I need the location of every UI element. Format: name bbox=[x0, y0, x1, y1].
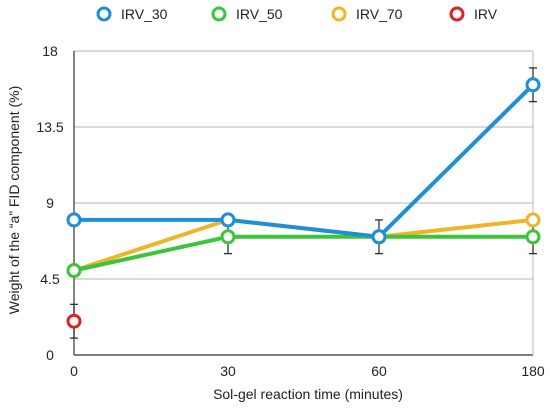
x-tick-labels: 0 30 60 180 bbox=[70, 363, 545, 379]
legend-label-irv-30: IRV_30 bbox=[121, 6, 168, 22]
y-tick-label: 0 bbox=[46, 347, 54, 363]
point-irv-50-180 bbox=[525, 229, 541, 245]
y-axis-label: Weight of the “a” FID component (%) bbox=[6, 86, 22, 315]
gridlines bbox=[74, 50, 533, 280]
legend-label-irv: IRV bbox=[474, 6, 498, 22]
legend-marker-irv-70 bbox=[331, 6, 347, 22]
y-tick-label: 4.5 bbox=[40, 271, 60, 287]
y-tick-labels: 0 4.5 9 13.5 18 bbox=[36, 43, 63, 363]
series-lines bbox=[72, 82, 535, 273]
legend-label-irv-70: IRV_70 bbox=[356, 6, 403, 22]
point-irv-30-180 bbox=[525, 77, 541, 93]
point-irv-30-30 bbox=[220, 212, 236, 228]
series-line-irv-50 bbox=[72, 234, 535, 273]
legend: IRV_30 IRV_50 IRV_70 IRV bbox=[96, 6, 498, 22]
x-tick-label: 30 bbox=[220, 363, 236, 379]
legend-marker-irv bbox=[449, 6, 465, 22]
y-tick-label: 18 bbox=[42, 43, 58, 59]
point-irv-50-0 bbox=[66, 263, 82, 279]
y-tick-label: 13.5 bbox=[36, 119, 63, 135]
point-irv-50-30 bbox=[220, 229, 236, 245]
series-line-irv-30 bbox=[72, 82, 535, 239]
y-tick-label: 9 bbox=[46, 195, 54, 211]
point-irv-70-180 bbox=[525, 212, 541, 228]
data-points bbox=[66, 77, 541, 329]
legend-marker-irv-30 bbox=[96, 6, 112, 22]
legend-marker-irv-50 bbox=[211, 6, 227, 22]
point-irv-0 bbox=[66, 313, 82, 329]
x-tick-label: 0 bbox=[70, 363, 78, 379]
x-tick-label: 60 bbox=[371, 363, 387, 379]
x-tick-label: 180 bbox=[521, 363, 545, 379]
point-irv-30-60 bbox=[371, 229, 387, 245]
legend-label-irv-50: IRV_50 bbox=[236, 6, 283, 22]
point-irv-30-0 bbox=[66, 212, 82, 228]
x-axis-label: Sol-gel reaction time (minutes) bbox=[213, 386, 403, 402]
